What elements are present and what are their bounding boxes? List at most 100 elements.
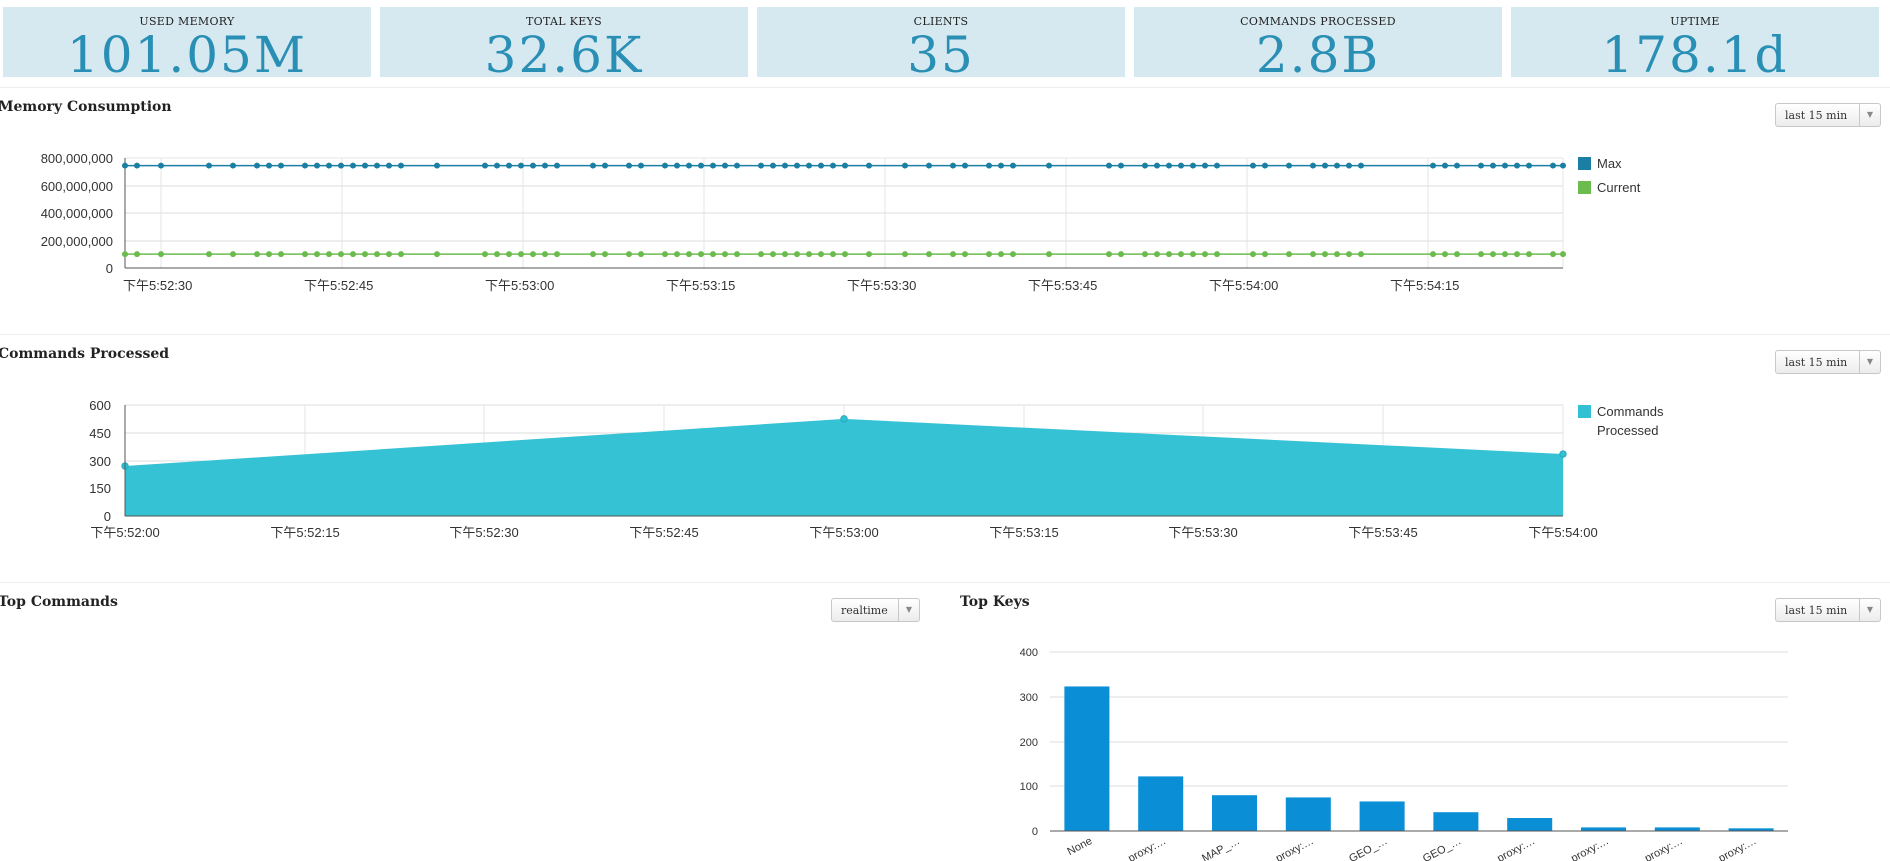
data-point [1346,162,1352,169]
data-point [782,251,788,258]
top-commands-range-dropdown[interactable]: realtime ▼ [831,598,920,622]
data-point [542,162,548,169]
data-point [482,251,488,258]
y-tick-label: 450 [89,426,111,441]
bar[interactable] [1359,801,1405,831]
x-tick-label: 下午5:53:00 [485,278,554,293]
data-point [1322,251,1328,258]
data-point [626,251,632,258]
data-point [1358,162,1364,169]
data-point [1430,162,1436,169]
data-point [626,162,632,169]
bar[interactable] [1580,827,1627,831]
data-point [1202,251,1208,258]
data-point [662,162,668,169]
data-point [698,162,704,169]
commands-range-dropdown[interactable]: last 15 min ▼ [1775,350,1881,374]
stat-value: 35 [907,26,975,84]
data-point [638,162,644,169]
data-point [1490,251,1496,258]
x-tick-label: proxy:… [1643,835,1685,861]
x-tick-label: proxy:… [1274,835,1316,861]
data-point [1358,251,1364,258]
memory-range-dropdown[interactable]: last 15 min ▼ [1775,103,1881,127]
y-tick-label: 800,000,000 [41,151,113,166]
data-point [686,251,692,258]
chevron-down-icon: ▼ [1859,599,1880,621]
data-point [1334,251,1340,258]
data-point [794,251,800,258]
stat-label: TOTAL KEYS [526,15,602,28]
data-point [362,251,368,258]
data-point [326,251,332,258]
bar[interactable] [1285,797,1331,831]
data-point [1559,450,1567,458]
data-point [1454,162,1460,169]
legend-label: Current [1597,180,1641,195]
data-point [1514,251,1520,258]
data-point [782,162,788,169]
data-point [314,251,320,258]
bar[interactable] [1433,812,1479,831]
data-point [758,251,764,258]
data-point [1010,162,1016,169]
stat-value: 178.1d [1601,26,1789,84]
data-point [1154,162,1160,169]
data-point [314,162,320,169]
legend-swatch-commands [1578,405,1591,418]
data-point [1550,162,1556,169]
data-point [1334,162,1340,169]
x-tick-label: 下午5:54:00 [1209,278,1278,293]
data-point [374,251,380,258]
keys-y-ticks: 400 300 200 100 0 [1020,647,1038,838]
stat-clients: CLIENTS 35 [757,7,1125,84]
data-point [278,162,284,169]
stat-label: CLIENTS [913,15,969,28]
stat-value: 32.6K [484,26,644,84]
data-point [230,162,236,169]
data-point [926,162,932,169]
data-point [902,162,908,169]
x-tick-label: 下午5:52:15 [270,525,339,540]
bar[interactable] [1211,795,1258,831]
bar[interactable] [1138,776,1184,831]
x-tick-label: 下午5:54:00 [1528,525,1597,540]
top-commands-section-title: Top Commands [0,594,118,610]
stats-bar: USED MEMORY 101.05M TOTAL KEYS 32.6K CLI… [3,7,1881,84]
top-keys-range-dropdown[interactable]: last 15 min ▼ [1775,598,1881,622]
x-tick-label: proxy:… [1126,835,1168,861]
data-point [866,251,872,258]
commands-series [121,415,1567,516]
data-point [278,251,284,258]
bar[interactable] [1507,818,1553,831]
x-tick-label: 下午5:54:15 [1390,278,1459,293]
data-point [1310,251,1316,258]
y-tick-label: 200 [1020,737,1038,749]
bar[interactable] [1728,828,1774,831]
data-point [338,251,344,258]
data-point [1490,162,1496,169]
bar[interactable] [1654,827,1700,831]
x-tick-label: 下午5:52:30 [449,525,518,540]
legend-label: Max [1597,156,1622,171]
x-tick-label: MAP_… [1200,835,1242,861]
data-point [1526,162,1532,169]
keys-grid [1050,651,1788,787]
x-tick-label: 下午5:52:30 [123,278,192,293]
data-point [1178,162,1184,169]
data-point [1550,251,1556,258]
bar[interactable] [1064,686,1110,831]
y-tick-label: 0 [1032,826,1038,838]
data-point [770,251,776,258]
data-point [806,251,812,258]
data-point [830,162,836,169]
y-tick-label: 600,000,000 [41,179,113,194]
data-point [158,251,164,258]
data-point [818,162,824,169]
data-point [710,162,716,169]
data-point [1346,251,1352,258]
dropdown-label: realtime [841,604,888,617]
data-point [302,162,308,169]
data-point [770,162,776,169]
memory-series [122,162,1566,258]
